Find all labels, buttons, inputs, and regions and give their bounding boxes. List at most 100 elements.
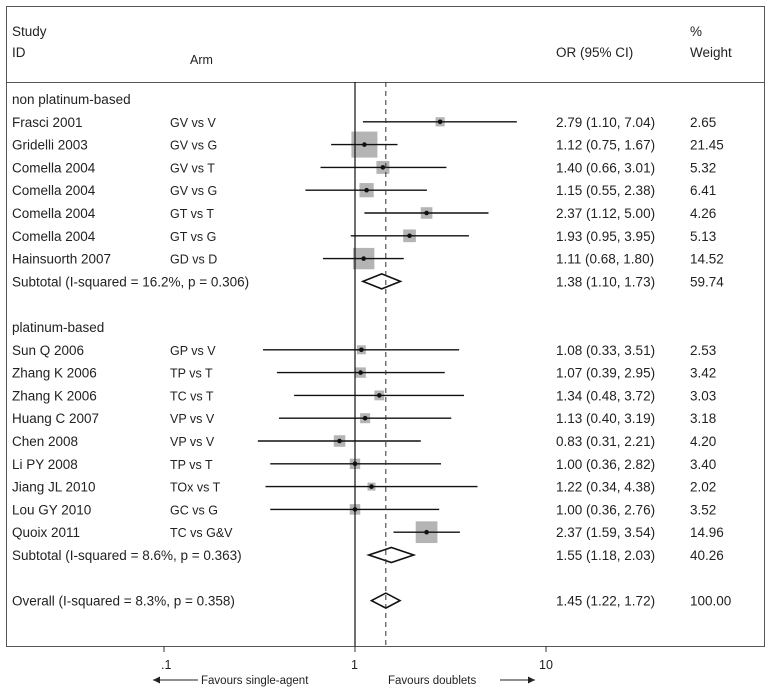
study-or-ci: 1.13 (0.40, 3.19) bbox=[556, 411, 655, 426]
study-or-ci: 1.00 (0.36, 2.82) bbox=[556, 457, 655, 472]
header-arm: Arm bbox=[190, 53, 213, 67]
group-label: non platinum-based bbox=[12, 92, 131, 107]
study-point-estimate bbox=[364, 187, 369, 193]
study-name: Comella 2004 bbox=[12, 160, 96, 175]
study-point-estimate bbox=[369, 484, 374, 489]
header-study: Study bbox=[12, 24, 47, 39]
favours-right-arrowhead bbox=[528, 676, 535, 684]
x-tick-label: .1 bbox=[161, 658, 171, 672]
study-weight: 2.02 bbox=[690, 480, 716, 495]
study-arm: GP vs V bbox=[170, 344, 216, 358]
study-arm: GV vs V bbox=[170, 116, 217, 130]
study-or-ci: 1.08 (0.33, 3.51) bbox=[556, 343, 655, 358]
group-label: platinum-based bbox=[12, 320, 104, 335]
overall-diamond bbox=[369, 592, 402, 610]
header-id: ID bbox=[12, 45, 26, 60]
study-arm: TP vs T bbox=[170, 458, 213, 472]
study-name: Jiang JL 2010 bbox=[12, 480, 96, 495]
study-name: Comella 2004 bbox=[12, 229, 96, 244]
study-arm: GD vs D bbox=[170, 253, 217, 267]
study-name: Frasci 2001 bbox=[12, 115, 83, 130]
study-name: Zhang K 2006 bbox=[12, 366, 97, 381]
overall-or-ci: 1.45 (1.22, 1.72) bbox=[556, 594, 655, 609]
study-arm: VP vs V bbox=[170, 435, 215, 449]
study-arm: GV vs G bbox=[170, 139, 217, 153]
study-weight: 21.45 bbox=[690, 138, 724, 153]
study-or-ci: 1.22 (0.34, 4.38) bbox=[556, 480, 655, 495]
subtotal-diamond bbox=[366, 546, 417, 564]
study-point-estimate bbox=[359, 347, 364, 353]
header-or-ci: OR (95% CI) bbox=[556, 45, 633, 60]
study-point-estimate bbox=[362, 142, 367, 147]
favours-right-label: Favours doublets bbox=[388, 675, 476, 687]
study-weight: 3.03 bbox=[690, 388, 716, 403]
study-weight: 14.96 bbox=[690, 525, 724, 540]
study-arm: TC vs T bbox=[170, 389, 214, 403]
study-weight: 5.13 bbox=[690, 229, 716, 244]
study-weight: 3.42 bbox=[690, 366, 716, 381]
study-name: Hainsuorth 2007 bbox=[12, 252, 111, 267]
study-weight: 14.52 bbox=[690, 252, 724, 267]
study-weight: 2.53 bbox=[690, 343, 716, 358]
study-name: Sun Q 2006 bbox=[12, 343, 84, 358]
study-or-ci: 1.00 (0.36, 2.76) bbox=[556, 502, 655, 517]
study-name: Lou GY 2010 bbox=[12, 502, 91, 517]
overall-weight: 100.00 bbox=[690, 594, 731, 609]
study-or-ci: 1.15 (0.55, 2.38) bbox=[556, 183, 655, 198]
study-point-estimate bbox=[337, 438, 342, 444]
subtotal-label: Subtotal (I-squared = 16.2%, p = 0.306) bbox=[12, 274, 249, 289]
subtotal-label: Subtotal (I-squared = 8.6%, p = 0.363) bbox=[12, 548, 242, 563]
favours-left-label: Favours single-agent bbox=[201, 675, 309, 687]
study-or-ci: 1.93 (0.95, 3.95) bbox=[556, 229, 655, 244]
study-weight: 3.52 bbox=[690, 502, 716, 517]
study-name: Zhang K 2006 bbox=[12, 388, 97, 403]
overall-label: Overall (I-squared = 8.3%, p = 0.358) bbox=[12, 594, 235, 609]
study-weight: 3.18 bbox=[690, 411, 716, 426]
study-point-estimate bbox=[437, 119, 443, 125]
study-weight: 4.26 bbox=[690, 206, 716, 221]
study-point-estimate bbox=[362, 415, 368, 421]
study-arm: TC vs G&V bbox=[170, 526, 233, 540]
study-arm: GV vs G bbox=[170, 184, 217, 198]
study-point-estimate bbox=[424, 529, 429, 535]
subtotal-weight: 40.26 bbox=[690, 548, 724, 563]
study-or-ci: 2.37 (1.12, 5.00) bbox=[556, 206, 655, 221]
study-arm: GT vs T bbox=[170, 207, 214, 221]
study-or-ci: 1.11 (0.68, 1.80) bbox=[556, 252, 654, 267]
study-arm: VP vs V bbox=[170, 412, 215, 426]
study-name: Huang C 2007 bbox=[12, 411, 99, 426]
study-point-estimate bbox=[361, 256, 366, 261]
study-point-estimate bbox=[376, 393, 382, 398]
study-name: Comella 2004 bbox=[12, 206, 96, 221]
study-arm: GT vs G bbox=[170, 230, 216, 244]
header-weight: Weight bbox=[690, 45, 732, 60]
study-arm: TOx vs T bbox=[170, 481, 221, 495]
subtotal-diamond bbox=[360, 273, 403, 290]
header-percent: % bbox=[690, 24, 702, 39]
study-point-estimate bbox=[358, 370, 363, 375]
study-or-ci: 1.12 (0.75, 1.67) bbox=[556, 138, 655, 153]
subtotal-or-ci: 1.38 (1.10, 1.73) bbox=[556, 274, 655, 289]
study-weight: 2.65 bbox=[690, 115, 716, 130]
study-name: Li PY 2008 bbox=[12, 457, 78, 472]
study-weight: 3.40 bbox=[690, 457, 716, 472]
study-or-ci: 2.79 (1.10, 7.04) bbox=[556, 115, 655, 130]
study-name: Comella 2004 bbox=[12, 183, 96, 198]
study-point-estimate bbox=[380, 165, 386, 170]
study-weight: 4.20 bbox=[690, 434, 716, 449]
forest-rows: non platinum-based Frasci 2001 GV vs V 2.79… bbox=[12, 82, 731, 646]
study-name: Gridelli 2003 bbox=[12, 138, 88, 153]
study-or-ci: 2.37 (1.59, 3.54) bbox=[556, 525, 655, 540]
study-name: Chen 2008 bbox=[12, 434, 78, 449]
study-or-ci: 1.07 (0.39, 2.95) bbox=[556, 366, 655, 381]
plot-frame bbox=[6, 6, 765, 647]
study-name: Quoix 2011 bbox=[12, 525, 80, 540]
study-weight: 5.32 bbox=[690, 160, 716, 175]
study-arm: TP vs T bbox=[170, 367, 213, 381]
subtotal-or-ci: 1.55 (1.18, 2.03) bbox=[556, 548, 655, 563]
study-or-ci: 0.83 (0.31, 2.21) bbox=[556, 434, 655, 449]
x-tick-label: 10 bbox=[539, 658, 553, 672]
study-arm: GC vs G bbox=[170, 503, 218, 517]
